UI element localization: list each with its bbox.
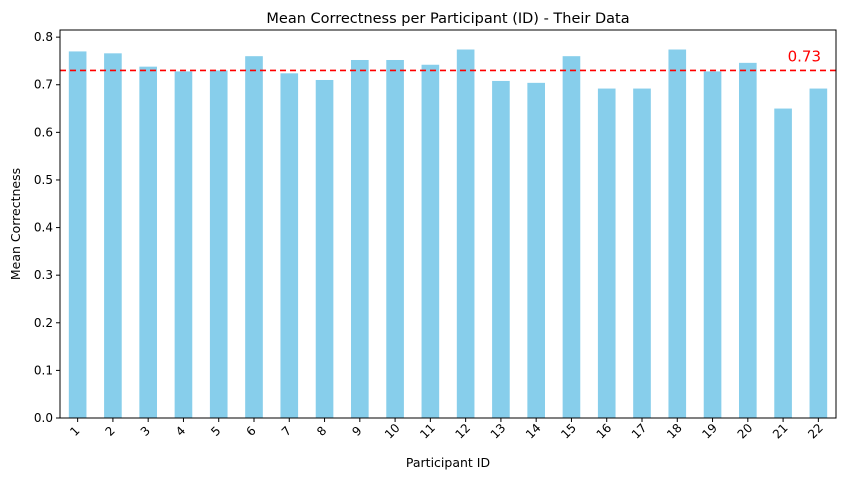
x-tick-label: 11 [417,421,438,442]
x-tick-label: 8 [314,424,329,439]
x-tick-label: 2 [102,424,117,439]
x-tick-label: 4 [173,424,188,439]
mean-reference-label: 0.73 [788,47,821,65]
x-tick-label: 5 [208,424,223,439]
bar [209,70,228,419]
bar [315,79,334,418]
x-tick-label: 20 [735,421,756,442]
x-tick-label: 19 [699,421,720,442]
x-axis: 1 2 3 4 5 6 7 8 9 10 11 12 13 14 15 16 17 18 19 20 21 22 [67,418,826,442]
bar [351,59,369,418]
bar [739,62,757,418]
bar [527,82,545,418]
bar [174,71,193,419]
x-tick-label: 13 [488,421,509,442]
bar [562,56,581,418]
bar [703,71,722,419]
bar [633,88,651,418]
x-axis-label: Participant ID [406,455,490,470]
x-tick-label: 10 [382,421,403,442]
y-axis: 0.0 0.1 0.2 0.3 0.4 0.5 0.6 0.7 0.8 [34,30,60,425]
y-tick-label: 0.2 [34,316,53,330]
y-tick-label: 0.8 [34,30,53,44]
y-axis-label: Mean Correctness [8,168,23,280]
bar [386,59,404,418]
bar [104,53,122,418]
x-tick-label: 14 [523,421,544,442]
chart-title: Mean Correctness per Participant (ID) - … [266,11,629,27]
bar [421,64,440,419]
x-tick-label: 9 [349,424,364,439]
x-tick-label: 12 [452,421,473,442]
x-tick-label: 15 [558,421,579,442]
bar [68,51,87,419]
y-tick-label: 0.7 [34,78,53,92]
reference-line-group: 0.73 [60,47,836,72]
y-tick-label: 0.0 [34,411,53,425]
bar [774,108,792,418]
bars [68,49,828,419]
x-tick-label: 6 [244,424,259,439]
bar [280,73,299,419]
bar [456,49,475,419]
y-tick-label: 0.4 [34,221,53,235]
bar [245,56,263,418]
bar [492,80,510,418]
x-tick-label: 17 [629,421,650,442]
bar [809,88,828,418]
bar [597,88,616,418]
plot-frame [59,29,837,419]
x-tick-label: 3 [138,424,153,439]
y-tick-label: 0.1 [34,363,53,377]
x-tick-label: 7 [279,424,294,439]
y-tick-label: 0.5 [34,173,53,187]
bar [139,66,157,419]
x-tick-label: 1 [67,424,82,439]
y-tick-label: 0.6 [34,125,53,139]
x-tick-label: 18 [664,421,685,442]
x-tick-label: 16 [594,421,615,442]
y-tick-label: 0.3 [34,268,53,282]
x-tick-label: 21 [770,421,791,442]
bar [668,49,687,419]
x-tick-label: 22 [805,421,826,442]
